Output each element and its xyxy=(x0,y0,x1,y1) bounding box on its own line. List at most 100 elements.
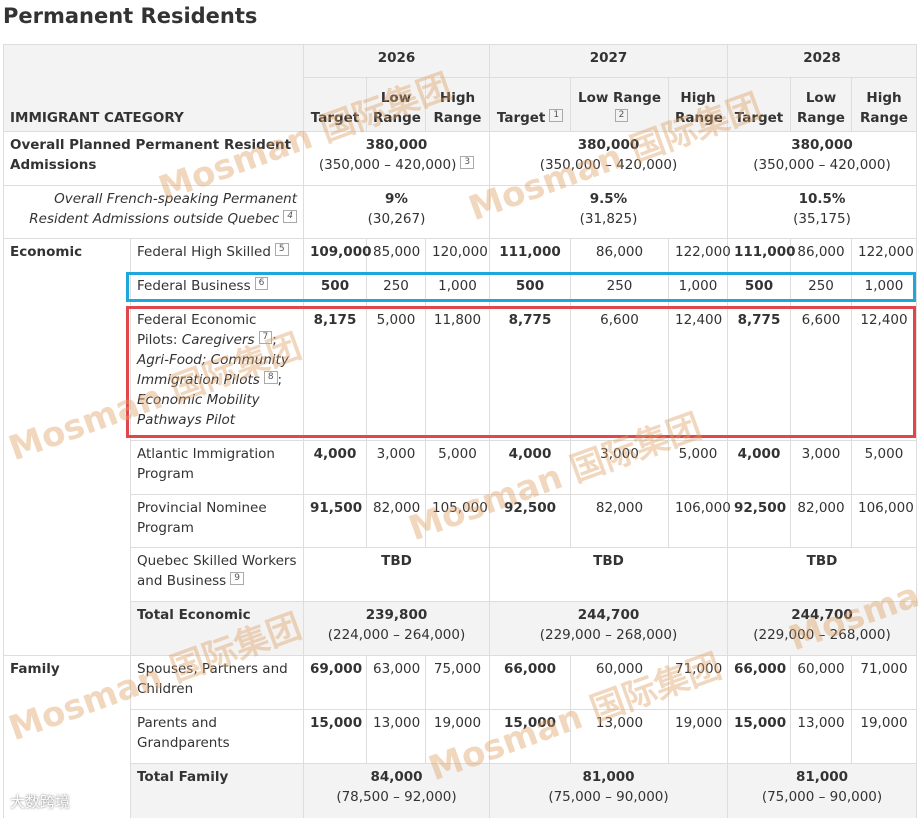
value-cell: 66,000 xyxy=(727,655,791,710)
summary-cell: 380,000 (350,000 – 420,000) xyxy=(727,131,917,186)
range-line: (75,000 – 90,000) xyxy=(734,787,910,807)
target-value: 9.5% xyxy=(589,191,628,207)
value-cell: 71,000 xyxy=(851,655,917,710)
summary-cell: 244,700 (229,000 – 268,000) xyxy=(727,601,917,656)
program-name: Agri-Food; Community Immigration Pilots xyxy=(137,352,289,388)
target-value: 380,000 xyxy=(791,137,853,153)
target-value: 244,700 xyxy=(791,607,853,623)
summary-cell: 380,000 (350,000 – 420,000) xyxy=(489,131,728,186)
table-row: Federal Economic Pilots: Caregivers 7; Ag… xyxy=(4,306,917,441)
summary-cell: 9.5% (31,825) xyxy=(489,185,728,239)
row-label: Atlantic Immigration Program xyxy=(130,440,304,495)
program-name: Economic Mobility Pathways Pilot xyxy=(137,392,260,428)
value-cell: 5,000 xyxy=(366,306,426,441)
value-cell: 91,500 xyxy=(303,494,367,548)
summary-cell: 81,000 (75,000 – 90,000) xyxy=(489,763,728,818)
footnote-ref: 8 xyxy=(263,370,278,384)
column-label: Target xyxy=(310,110,360,126)
range-value: (78,500 – 92,000) xyxy=(336,789,457,805)
value-cell: 19,000 xyxy=(851,709,917,764)
footnote-ref: 7 xyxy=(258,330,273,344)
range-line: (229,000 – 268,000) xyxy=(734,625,910,645)
value-cell: 122,000 xyxy=(668,238,731,273)
target-value: 81,000 xyxy=(795,769,849,785)
value-cell: 109,000 xyxy=(303,238,372,273)
value-cell: 4,000 xyxy=(489,440,571,495)
range-line: (350,000 – 420,000) xyxy=(734,155,910,175)
range-value: (350,000 – 420,000) xyxy=(539,157,678,173)
value-cell: 5,000 xyxy=(851,440,917,495)
page-title: Permanent Residents xyxy=(3,4,258,28)
value-cell: 13,000 xyxy=(790,709,852,764)
table-row: Target Low Range High Range Target 1 Low Rang… xyxy=(4,77,917,132)
summary-cell: 380,000 (350,000 – 420,000) 3 xyxy=(303,131,490,186)
value-cell: 66,000 xyxy=(489,655,571,710)
row-label: Federal High Skilled 5 xyxy=(130,238,304,273)
row-label: Overall Planned Permanent Resident Admis… xyxy=(3,131,304,186)
range-value: (75,000 – 90,000) xyxy=(761,789,883,805)
summary-cell: 81,000 (75,000 – 90,000) xyxy=(727,763,917,818)
value-cell: 19,000 xyxy=(425,709,490,764)
range-line: (78,500 – 92,000) xyxy=(310,787,483,807)
row-label: Total Economic xyxy=(130,601,304,656)
target-value: 9% xyxy=(385,191,408,207)
column-label: Low Range xyxy=(797,90,845,126)
footnote-ref: 4 xyxy=(283,209,297,223)
value-cell: 82,000 xyxy=(790,494,852,548)
row-label: Provincial Nominee Program xyxy=(130,494,304,548)
range-value: (35,175) xyxy=(793,211,851,227)
footnote-ref: 1 xyxy=(549,108,564,122)
value-cell: 60,000 xyxy=(790,655,852,710)
column-label: Low Range xyxy=(578,90,661,106)
column-header: High Range xyxy=(425,77,490,132)
row-label: Federal Economic Pilots: Caregivers 7; Ag… xyxy=(130,306,304,441)
value-cell: 122,000 xyxy=(851,238,917,273)
column-header: High Range xyxy=(851,77,917,132)
label-text: Atlantic Immigration Program xyxy=(137,446,275,482)
highlight-box xyxy=(126,306,916,438)
value-cell: 69,000 xyxy=(303,655,367,710)
table-row: Total Family 84,000 (78,500 – 92,000) 81,00… xyxy=(4,763,917,818)
row-label: Parents and Grandparents xyxy=(130,709,304,764)
value-cell: 60,000 xyxy=(570,655,669,710)
summary-cell: 10.5% (35,175) xyxy=(727,185,917,239)
column-label: High Range xyxy=(433,90,482,126)
target-value: 244,700 xyxy=(577,607,640,623)
range-line: (350,000 – 420,000) xyxy=(496,155,721,175)
footnote-ref: 3 xyxy=(460,155,475,169)
label-text: Provincial Nominee Program xyxy=(137,500,267,536)
range-value: (31,825) xyxy=(579,211,638,227)
column-label: High Range xyxy=(675,90,723,126)
merged-value: TBD xyxy=(489,547,728,602)
value-cell: 63,000 xyxy=(366,655,426,710)
label-text: Federal Business xyxy=(137,278,251,294)
value-cell: 75,000 xyxy=(425,655,490,710)
merged-value: TBD xyxy=(727,547,917,602)
value-cell: 86,000 xyxy=(570,238,669,273)
table-row: Quebec Skilled Workers and Business 9 TBD T… xyxy=(4,547,917,602)
range-line: (35,175) xyxy=(734,209,910,229)
summary-cell: 84,000 (78,500 – 92,000) xyxy=(303,763,490,818)
column-label: Target xyxy=(734,110,784,126)
range-line: (224,000 – 264,000) xyxy=(310,625,483,645)
value-cell: 106,000 xyxy=(668,494,731,548)
label-text: Spouses, Partners and Children xyxy=(137,661,288,697)
value-cell: 92,500 xyxy=(489,494,571,548)
table-row: Provincial Nominee Program 91,500 82,000 10… xyxy=(4,494,917,548)
range-value: (229,000 – 268,000) xyxy=(539,627,678,643)
value-cell: 4,000 xyxy=(727,440,791,495)
value-cell: 13,000 xyxy=(366,709,426,764)
label-text: Parents and Grandparents xyxy=(137,715,230,751)
value-cell: 71,000 xyxy=(668,655,728,710)
summary-cell: 244,700 (229,000 – 268,000) xyxy=(489,601,728,656)
label-text: Federal Economic Pilots: xyxy=(137,312,257,348)
value-cell: 82,000 xyxy=(366,494,426,548)
footnote-ref: 2 xyxy=(614,108,629,122)
target-value: 380,000 xyxy=(577,137,640,153)
range-line: (75,000 – 90,000) xyxy=(496,787,721,807)
range-line: (229,000 – 268,000) xyxy=(496,625,721,645)
highlight-box xyxy=(126,272,916,302)
column-label: Target xyxy=(496,110,546,126)
table-row: Family Spouses, Partners and Children 69,0… xyxy=(3,655,917,818)
